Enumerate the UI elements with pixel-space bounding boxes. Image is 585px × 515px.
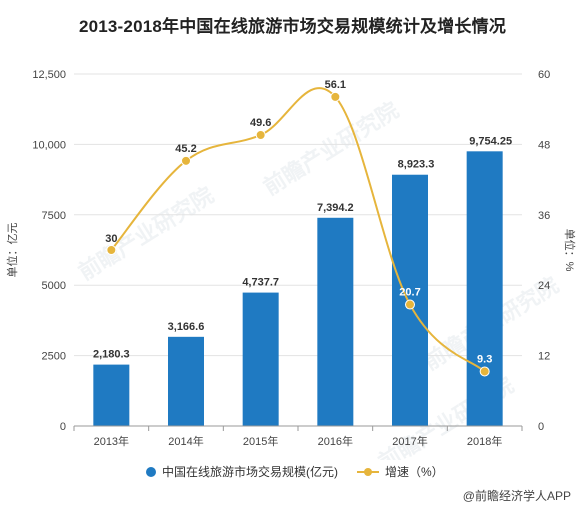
x-tick-label: 2017年 [392, 434, 427, 448]
x-tick-label: 2015年 [243, 434, 278, 448]
legend-bar-label: 中国在线旅游市场交易规模(亿元) [162, 465, 338, 479]
growth-point [405, 299, 415, 310]
x-tick-label: 2014年 [168, 434, 203, 448]
line-value-label: 9.3 [477, 353, 492, 365]
y-left-axis-title: 单位：亿元 [5, 223, 19, 278]
bar-value-label: 3,166.6 [168, 321, 205, 333]
y-left-tick-label: 12,500 [32, 69, 66, 81]
y-right-axis-title: 单位：% [563, 229, 577, 272]
line-value-label: 56.1 [325, 79, 346, 91]
chart-title: 2013-2018年中国在线旅游市场交易规模统计及增长情况 [78, 17, 507, 36]
bar-value-label: 8,923.3 [398, 159, 435, 171]
bar [93, 364, 130, 426]
y-right-tick-label: 36 [538, 210, 550, 222]
legend-item-line[interactable]: 增速（%） [357, 463, 444, 480]
y-left-tick-label: 0 [60, 421, 66, 433]
legend-line-swatch [357, 467, 379, 477]
line-value-label: 20.7 [399, 287, 420, 299]
source-credit: @前瞻经济学人APP [462, 489, 571, 503]
bar-value-label: 4,737.7 [242, 277, 279, 289]
chart-legend: 中国在线旅游市场交易规模(亿元) 增速（%） [0, 463, 585, 483]
y-left-tick-label: 5000 [42, 280, 66, 292]
growth-point [330, 91, 341, 102]
y-right-tick-label: 0 [538, 421, 544, 433]
growth-point [181, 155, 191, 166]
bar-value-label: 7,394.2 [317, 202, 354, 214]
growth-point [106, 245, 117, 255]
y-left-tick-label: 2500 [42, 351, 66, 363]
legend-bar-swatch [146, 466, 156, 477]
bar [317, 217, 354, 426]
x-tick-label: 2018年 [467, 434, 502, 448]
x-tick-label: 2013年 [94, 434, 129, 448]
bar [242, 292, 279, 426]
y-right-tick-label: 24 [538, 280, 550, 292]
chart-area: 前瞻产业研究院前瞻产业研究院前瞻产业研究院前瞻产业研究院025005000750… [5, 69, 577, 460]
y-right-tick-label: 12 [538, 351, 550, 363]
x-tick-label: 2016年 [318, 434, 353, 448]
line-value-label: 49.6 [250, 117, 271, 129]
bar-value-label: 2,180.3 [93, 349, 130, 361]
bar [168, 336, 204, 426]
y-right-tick-label: 60 [538, 69, 550, 81]
y-right-tick-label: 48 [538, 139, 550, 151]
growth-point [479, 366, 490, 377]
line-value-label: 30 [105, 233, 117, 245]
bar [466, 151, 503, 426]
y-left-tick-label: 7500 [42, 210, 66, 222]
legend-item-bar[interactable]: 中国在线旅游市场交易规模(亿元) [146, 463, 338, 480]
bar-value-label: 9,754.25 [469, 135, 512, 147]
growth-point [255, 130, 266, 141]
line-value-label: 45.2 [175, 143, 196, 155]
watermark-text: 前瞻产业研究院 [259, 97, 403, 201]
y-left-tick-label: 10,000 [32, 139, 66, 151]
watermark-text: 前瞻产业研究院 [74, 182, 218, 286]
legend-line-label: 增速（%） [385, 465, 444, 479]
